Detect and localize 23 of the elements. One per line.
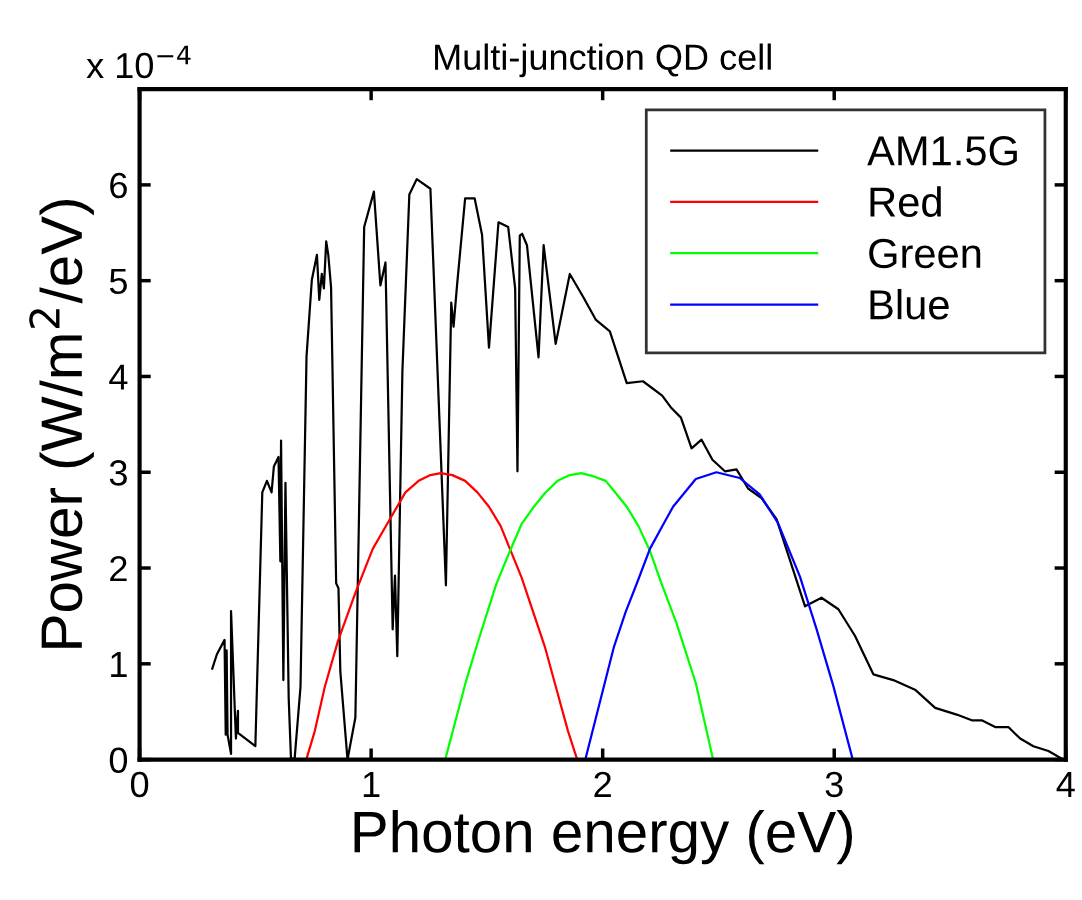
x-tick-label: 0 — [130, 771, 149, 798]
x-tick-label: 3 — [825, 771, 843, 798]
y-tick-label: 0 — [109, 747, 128, 774]
y-axis-title: Power (W/m$^{2}$/eV) — [29, 200, 94, 648]
y-tick-label: 5 — [109, 268, 127, 295]
legend-label: AM1.5G — [867, 136, 1017, 166]
x-axis-title: Photon energy (eV) — [354, 809, 852, 865]
y-tick-label: 3 — [109, 460, 127, 486]
x-tick-label: 2 — [594, 771, 611, 797]
legend-label: Blue — [870, 288, 949, 320]
x-tick-label: 1 — [363, 772, 380, 797]
y-tick-label: 4 — [109, 364, 128, 390]
y-tick-label: 1 — [111, 652, 127, 677]
line-series — [584, 471, 854, 760]
y-tick-label: 6 — [110, 172, 127, 199]
y-tick-label: 2 — [110, 555, 127, 582]
chart-title: Multi-junction QD cell — [435, 43, 771, 78]
x-tick-label: 4 — [1056, 772, 1075, 797]
text: x 10$^{−4}$ — [86, 45, 191, 79]
legend-label: Red — [870, 186, 941, 217]
line-series — [444, 472, 715, 760]
legend-label: Green — [869, 238, 981, 269]
line-series — [305, 472, 579, 760]
